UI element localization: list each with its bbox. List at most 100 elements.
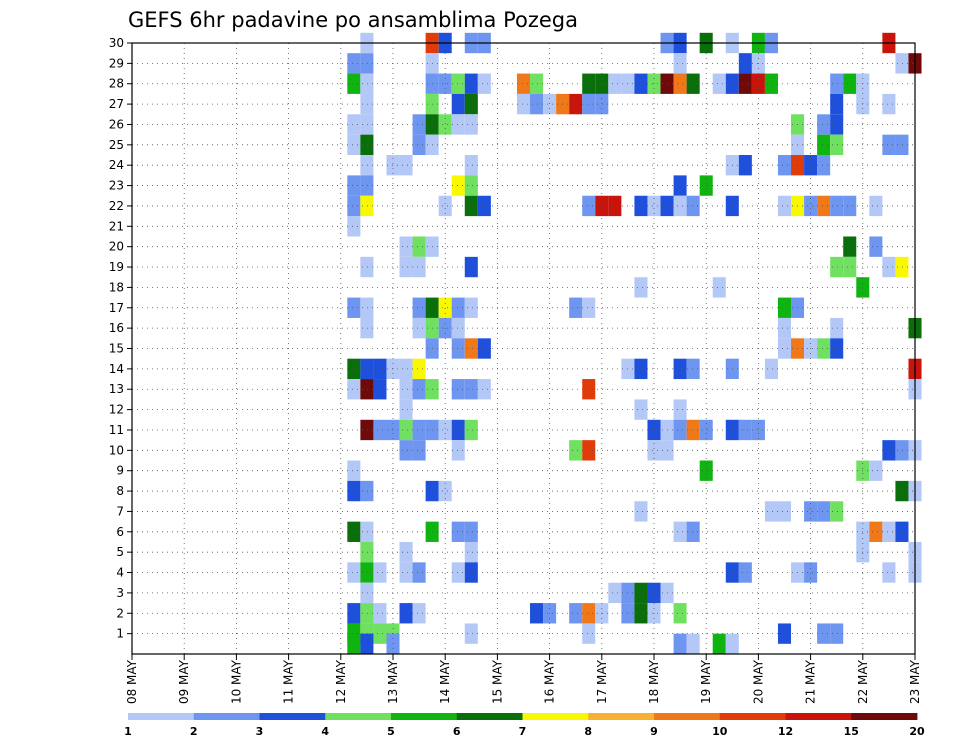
heatmap-cell (451, 73, 465, 94)
heatmap-cell (347, 216, 361, 237)
heatmap-cell (464, 562, 478, 583)
heatmap-cell (412, 440, 426, 461)
heatmap-cell (360, 155, 374, 176)
heatmap-cell (673, 53, 687, 74)
y-tick-label: 21 (109, 219, 124, 233)
heatmap-cell (412, 134, 426, 156)
heatmap-cell (895, 256, 909, 278)
legend-swatch (456, 713, 523, 720)
heatmap-cell (830, 338, 844, 359)
heatmap-cell (399, 603, 413, 624)
heatmap-cell (804, 195, 818, 217)
heatmap-cell (347, 460, 361, 481)
heatmap-cell (360, 73, 374, 94)
heatmap-cell (817, 338, 831, 359)
x-tick-label: 22 MAY (856, 659, 870, 704)
heatmap-cell (869, 236, 883, 257)
y-axis-ticks: 1234567891011121314151617181920212223242… (109, 36, 132, 641)
heatmap-cell (360, 256, 374, 278)
x-tick-label: 16 MAY (543, 659, 557, 704)
heatmap-cell (634, 399, 648, 420)
heatmap-cell (582, 603, 596, 624)
heatmap-cell (634, 195, 648, 217)
heatmap-cell (451, 175, 465, 196)
heatmap-cell (464, 419, 478, 441)
heatmap-cell (673, 358, 687, 380)
heatmap-cell (438, 480, 452, 502)
heatmap-cell (569, 440, 583, 461)
heatmap-cell (399, 440, 413, 461)
heatmap-cell (373, 603, 387, 624)
heatmap-cell (647, 582, 661, 604)
heatmap-cell (347, 175, 361, 196)
heatmap-cell (777, 338, 792, 359)
x-tick-label: 08 MAY (125, 659, 139, 704)
x-tick-label: 20 MAY (751, 659, 765, 704)
heatmap-cell (373, 562, 387, 583)
y-tick-label: 22 (109, 199, 124, 213)
heatmap-cell (830, 134, 844, 156)
heatmap-cell (464, 93, 478, 115)
heatmap-cell (412, 114, 426, 135)
heatmap-cell (360, 93, 374, 115)
heatmap-cell (830, 93, 844, 115)
heatmap-cell (830, 317, 844, 339)
heatmap-cell (817, 195, 831, 217)
heatmap-cell (764, 501, 778, 522)
heatmap-cell (569, 603, 583, 624)
heatmap-cell (699, 460, 713, 481)
heatmap-cell (686, 358, 700, 380)
x-tick-label: 18 MAY (647, 659, 661, 704)
legend-swatch (588, 713, 655, 720)
legend-label: 5 (387, 725, 395, 738)
heatmap-cell (516, 73, 531, 94)
x-tick-label: 12 MAY (334, 659, 348, 704)
y-tick-label: 29 (109, 56, 124, 70)
heatmap-cell (373, 419, 387, 441)
heatmap-cell (412, 297, 426, 318)
heatmap-cell (582, 297, 596, 318)
heatmap-cells (347, 32, 922, 654)
y-tick-label: 8 (116, 484, 124, 498)
heatmap-cell (582, 195, 596, 217)
heatmap-cell (569, 297, 583, 318)
heatmap-cell (451, 317, 465, 339)
heatmap-cell (360, 358, 374, 380)
legend-label: 3 (256, 725, 264, 738)
heatmap-cell (634, 603, 648, 624)
heatmap-cell (347, 633, 361, 654)
x-tick-label: 15 MAY (490, 659, 504, 704)
heatmap-cell (360, 633, 374, 654)
heatmap-cell (830, 623, 844, 644)
heatmap-cell (817, 623, 831, 644)
heatmap-cell (412, 317, 426, 339)
heatmap-cell (464, 521, 478, 542)
heatmap-cell (777, 195, 792, 217)
heatmap-cell (895, 53, 909, 74)
heatmap-cell (830, 73, 844, 94)
heatmap-cell (360, 562, 374, 583)
heatmap-cell (543, 93, 557, 115)
heatmap-cell (882, 562, 896, 583)
heatmap-cell (451, 379, 465, 400)
y-tick-label: 6 (116, 525, 124, 539)
heatmap-cell (347, 297, 361, 318)
heatmap-cell (477, 338, 491, 359)
heatmap-cell (360, 317, 374, 339)
heatmap-cell (634, 73, 648, 94)
x-tick-label: 13 MAY (386, 659, 400, 704)
heatmap-cell (582, 379, 596, 400)
heatmap-cell (751, 419, 765, 441)
y-tick-label: 13 (109, 382, 124, 396)
heatmap-cell (686, 73, 700, 94)
heatmap-cell (347, 358, 361, 380)
y-tick-label: 4 (116, 566, 124, 580)
y-tick-label: 24 (109, 158, 124, 172)
heatmap-cell (804, 562, 818, 583)
y-tick-label: 15 (109, 342, 124, 356)
legend-label: 7 (519, 725, 527, 738)
heatmap-cell (451, 521, 465, 542)
heatmap-cell (673, 633, 687, 654)
heatmap-cell (608, 195, 622, 217)
